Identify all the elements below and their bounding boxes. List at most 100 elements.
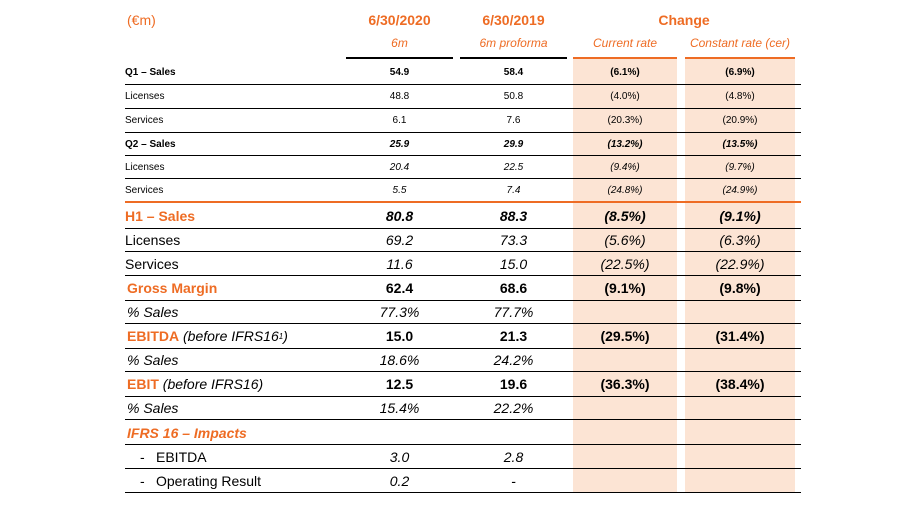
value-2019: 22.2% [493, 400, 534, 416]
value-2020: 15.4% [379, 400, 420, 416]
change-constant: (13.5%) [722, 138, 758, 150]
change-current: (9.1%) [604, 280, 646, 296]
change-constant: (9.7%) [725, 161, 755, 173]
table-row-q2-sales: Q2 – Sales 25.9 29.9 (13.2%) (13.5%) [0, 133, 923, 155]
change-constant: (4.8%) [725, 90, 755, 102]
value-2020: 12.5 [385, 376, 414, 392]
value-2020: 20.4 [389, 161, 410, 173]
row-divider [125, 396, 801, 397]
bullet-dash: - [140, 449, 145, 465]
row-label: Gross Margin [127, 280, 218, 296]
table-row-h1-sales: H1 – Sales 80.8 88.3 (8.5%) (9.1%) [0, 204, 923, 228]
table-row-q2-services: Services 5.5 7.4 (24.8%) (24.9%) [0, 179, 923, 201]
value-2019: 21.3 [499, 328, 528, 344]
row-label: Licenses [125, 232, 181, 248]
value-2019: 88.3 [499, 208, 528, 224]
row-label: EBIT [127, 376, 159, 392]
table-row-ebit: EBIT (before IFRS16) 12.5 19.6 (36.3%) (… [0, 372, 923, 396]
row-divider [125, 84, 801, 85]
value-2020: 0.2 [389, 473, 410, 489]
change-constant: (6.3%) [719, 232, 761, 248]
row-divider [125, 155, 801, 156]
change-current: (9.4%) [610, 161, 640, 173]
change-constant: (9.1%) [719, 208, 761, 224]
header-rule-col4 [685, 57, 795, 59]
table-row-ebitda-pct-sales: % Sales 18.6% 24.2% [0, 349, 923, 371]
table-row-ifrs-operating-result: - Operating Result 0.2 - [0, 470, 923, 492]
table-row-ebit-pct-sales: % Sales 15.4% 22.2% [0, 397, 923, 419]
value-2020: 80.8 [385, 208, 414, 224]
change-constant: (31.4%) [715, 328, 765, 344]
row-divider [125, 300, 801, 301]
row-label-group: - Operating Result [140, 470, 261, 492]
value-2019: 58.4 [503, 66, 524, 78]
subheader-6m-proforma: 6m proforma [479, 36, 548, 50]
section-divider-h1 [125, 201, 801, 203]
row-label: Services [125, 184, 164, 196]
row-divider [125, 228, 801, 229]
value-2020: 15.0 [385, 328, 414, 344]
header-rule-col3 [573, 57, 677, 59]
change-current: (13.2%) [607, 138, 643, 150]
header-rule-col1 [346, 57, 453, 59]
value-2019: 7.6 [506, 114, 521, 126]
value-2019: 2.8 [503, 449, 524, 465]
change-current: (22.5%) [600, 256, 650, 272]
value-2019: 19.6 [499, 376, 528, 392]
table-row-ebitda: EBITDA (before IFRS16 1) 15.0 21.3 (29.5%… [0, 324, 923, 348]
row-label: Q2 – Sales [125, 138, 176, 150]
row-label-suffix: (before IFRS16) [162, 376, 264, 392]
value-2020: 6.1 [392, 114, 407, 126]
row-divider [125, 468, 801, 469]
change-constant: (6.9%) [725, 66, 755, 78]
subheader-constant-rate: Constant rate (cer) [689, 36, 791, 50]
footnote-marker: 1 [278, 331, 284, 341]
row-label: H1 – Sales [125, 208, 196, 224]
change-constant: (9.8%) [719, 280, 761, 296]
value-2020: 48.8 [389, 90, 410, 102]
bullet-dash: - [140, 473, 145, 489]
row-divider [125, 251, 801, 252]
row-divider [125, 323, 801, 324]
row-divider [125, 371, 801, 372]
row-label: Licenses [125, 161, 165, 173]
value-2020: 54.9 [389, 66, 410, 78]
value-2019: 7.4 [506, 184, 521, 196]
row-label: Operating Result [156, 473, 262, 489]
value-2020: 77.3% [379, 304, 420, 320]
row-divider [125, 108, 801, 109]
table-row-gm-pct-sales: % Sales 77.3% 77.7% [0, 301, 923, 323]
header-rule-col2 [460, 57, 567, 59]
value-2020: 11.6 [386, 256, 413, 272]
table-row-h1-services: Services 11.6 15.0 (22.5%) (22.9%) [0, 253, 923, 275]
value-2020: 25.9 [389, 138, 410, 150]
change-current: (36.3%) [600, 376, 650, 392]
value-2020: 3.0 [389, 449, 410, 465]
row-divider [125, 178, 801, 179]
value-2019: 73.3 [499, 232, 528, 248]
change-current: (5.6%) [604, 232, 646, 248]
row-label: EBITDA [156, 449, 207, 465]
table-row-q2-licenses: Licenses 20.4 22.5 (9.4%) (9.7%) [0, 156, 923, 178]
row-label-group: EBIT (before IFRS16) [127, 372, 263, 396]
row-label: Q1 – Sales [125, 66, 176, 78]
change-current: (20.3%) [607, 114, 643, 126]
row-label: IFRS 16 – Impacts [127, 425, 247, 441]
change-current: (29.5%) [600, 328, 650, 344]
value-2019: 15.0 [499, 256, 528, 272]
column-header-2020: 6/30/2020 [368, 12, 431, 28]
row-divider [125, 132, 801, 133]
row-label-group: - EBITDA [140, 446, 207, 468]
value-2020: 69.2 [385, 232, 414, 248]
table-row-gross-margin: Gross Margin 62.4 68.6 (9.1%) (9.8%) [0, 276, 923, 300]
table-row-q1-sales: Q1 – Sales 54.9 58.4 (6.1%) (6.9%) [0, 61, 923, 83]
row-label: % Sales [127, 304, 179, 320]
value-2019: 29.9 [503, 138, 524, 150]
row-label: % Sales [127, 352, 179, 368]
value-2020: 62.4 [385, 280, 414, 296]
row-divider [125, 419, 801, 420]
row-label-suffix: (before IFRS16 [183, 328, 279, 344]
table-row-ifrs-ebitda: - EBITDA 3.0 2.8 [0, 446, 923, 468]
value-2019: - [511, 473, 516, 489]
value-2019: 24.2% [493, 352, 534, 368]
